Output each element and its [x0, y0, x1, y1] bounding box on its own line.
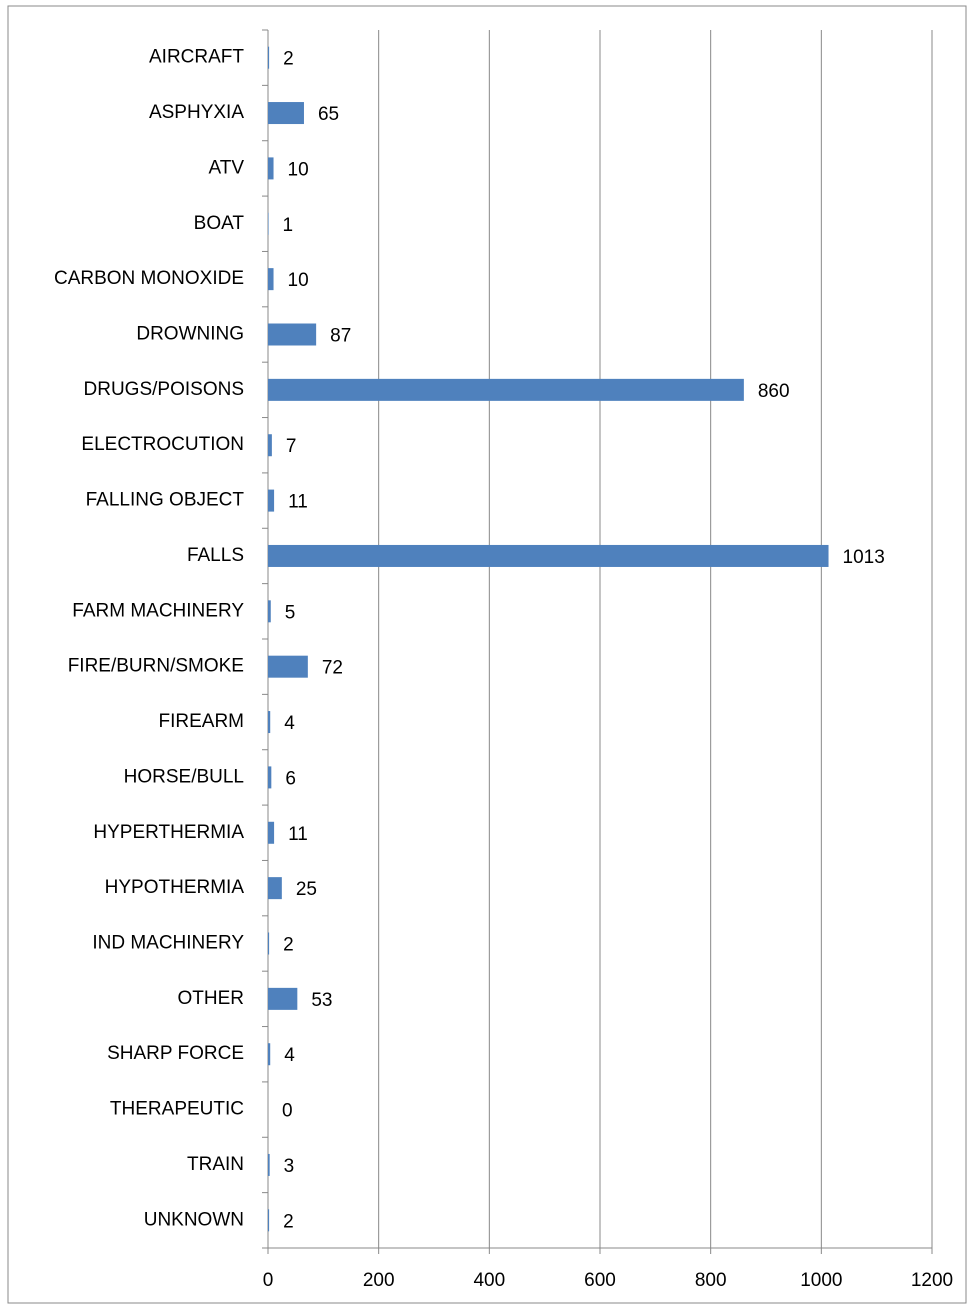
bar [268, 932, 270, 955]
bar [268, 1153, 270, 1176]
data-label: 53 [311, 990, 332, 1011]
y-tick-label: TRAIN [187, 1154, 244, 1175]
y-tick-label: AIRCRAFT [149, 47, 244, 68]
data-label: 1 [283, 215, 294, 236]
y-tick-label: FIREARM [159, 711, 245, 732]
bar [268, 1209, 270, 1232]
bar [268, 600, 271, 623]
data-label: 1013 [843, 547, 885, 568]
data-label: 860 [758, 381, 790, 402]
bar [268, 434, 272, 457]
x-tick-label: 0 [263, 1270, 274, 1291]
data-label: 6 [285, 768, 296, 789]
data-label: 11 [288, 824, 308, 845]
data-label: 65 [318, 104, 339, 125]
data-label: 10 [288, 159, 309, 180]
y-tick-label: DROWNING [136, 324, 244, 345]
y-tick-label: FALLS [187, 545, 244, 566]
data-label: 2 [283, 1211, 294, 1232]
data-label: 5 [285, 602, 296, 623]
y-tick-label: OTHER [178, 988, 245, 1009]
data-label: 2 [283, 935, 294, 956]
data-label: 72 [322, 658, 343, 679]
y-tick-label: IND MACHINERY [92, 933, 244, 954]
bar [268, 212, 269, 235]
y-tick-label: UNKNOWN [144, 1209, 244, 1230]
bar [268, 766, 272, 789]
y-tick-label: SHARP FORCE [107, 1043, 244, 1064]
data-label: 4 [284, 1045, 295, 1066]
bar [268, 378, 744, 401]
y-tick-label: HYPOTHERMIA [105, 877, 245, 898]
x-tick-label: 1200 [911, 1270, 953, 1291]
data-label: 3 [284, 1156, 295, 1177]
x-tick-label: 200 [363, 1270, 395, 1291]
bar [268, 46, 270, 69]
data-label: 7 [286, 436, 297, 457]
data-label: 25 [296, 879, 317, 900]
y-tick-label: FIRE/BURN/SMOKE [68, 656, 244, 677]
y-tick-label: HYPERTHERMIA [93, 822, 244, 843]
data-label: 11 [288, 492, 308, 513]
data-label: 4 [284, 713, 295, 734]
chart-frame [7, 5, 967, 1304]
x-tick-label: 1000 [800, 1270, 842, 1291]
data-label: 10 [288, 270, 309, 291]
bar [268, 655, 308, 678]
y-tick-label: ATV [208, 157, 244, 178]
x-tick-label: 800 [695, 1270, 727, 1291]
y-tick-label: FALLING OBJECT [86, 490, 245, 511]
bar [268, 877, 282, 900]
y-tick-label: HORSE/BULL [124, 766, 244, 787]
y-tick-label: FARM MACHINERY [72, 600, 244, 621]
bar [268, 711, 271, 734]
y-tick-label: THERAPEUTIC [110, 1099, 244, 1120]
data-label: 87 [330, 326, 351, 347]
data-label: 0 [282, 1101, 293, 1122]
y-tick-label: BOAT [194, 213, 245, 234]
bar [268, 987, 298, 1010]
y-tick-label: ELECTROCUTION [81, 434, 244, 455]
bar [268, 323, 317, 346]
y-tick-label: CARBON MONOXIDE [54, 268, 244, 289]
data-label: 2 [283, 49, 294, 70]
x-tick-label: 600 [584, 1270, 616, 1291]
bar [268, 268, 274, 291]
bar [268, 489, 275, 512]
bar [268, 102, 304, 125]
y-tick-label: DRUGS/POISONS [84, 379, 244, 400]
y-tick-label: ASPHYXIA [149, 102, 244, 123]
bar [268, 157, 274, 180]
bar [268, 1043, 271, 1066]
bar [268, 544, 829, 567]
bar [268, 821, 275, 844]
x-tick-label: 400 [473, 1270, 505, 1291]
